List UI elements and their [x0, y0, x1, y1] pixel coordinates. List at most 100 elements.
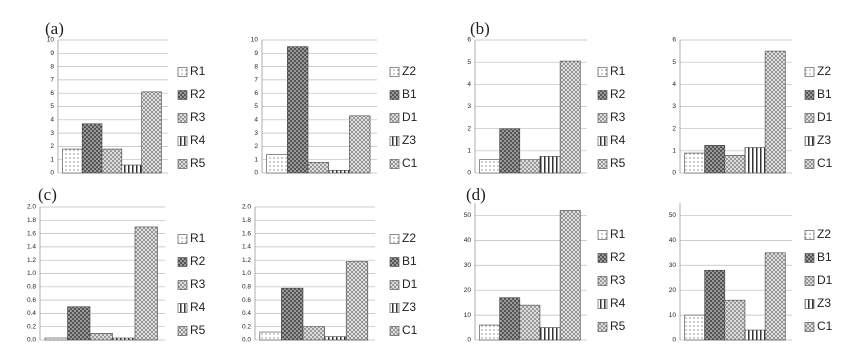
legend-label: Z2 — [817, 64, 831, 78]
legend-swatch — [177, 67, 188, 77]
y-tick-label: 0 — [672, 170, 676, 177]
legend-swatch — [597, 113, 608, 123]
bar — [744, 147, 766, 174]
legend-swatch — [389, 303, 400, 313]
legend-swatch — [389, 326, 400, 336]
legend-swatch — [389, 90, 400, 100]
y-tick-label: 2 — [254, 143, 258, 150]
legend-swatch — [177, 234, 188, 244]
legend-swatch — [597, 299, 608, 309]
legend-label: R1 — [610, 64, 626, 78]
legend-swatch — [597, 230, 608, 240]
y-tick-label: 1.4 — [242, 244, 251, 251]
bar — [101, 148, 123, 174]
y-tick-label: 0 — [467, 170, 471, 177]
y-tick-label: 10 — [464, 312, 472, 319]
bar — [744, 329, 766, 341]
y-tick-label: 3 — [467, 103, 471, 110]
y-tick-label: 2.0 — [27, 204, 36, 211]
y-tick-label: 2.0 — [242, 204, 251, 211]
y-tick-label: 3 — [50, 130, 54, 137]
bar — [724, 299, 746, 341]
y-tick-label: 8 — [50, 63, 54, 70]
legend-label: R1 — [190, 231, 206, 245]
y-tick-label: 9 — [50, 50, 54, 57]
legend-swatch — [177, 280, 188, 290]
y-tick-label: 4 — [254, 117, 258, 124]
legend-swatch — [389, 136, 400, 146]
legend-swatch — [177, 257, 188, 267]
legend-swatch — [597, 136, 608, 146]
bar — [559, 60, 581, 174]
y-tick-label: 7 — [50, 77, 54, 84]
y-tick-label: 5 — [672, 59, 676, 66]
y-tick-label: 50 — [464, 212, 472, 219]
bar — [112, 337, 136, 341]
legend-label: Z2 — [817, 227, 831, 241]
bar — [704, 144, 726, 174]
legend-swatch — [177, 326, 188, 336]
legend-label: Z2 — [402, 231, 416, 245]
legend-swatch — [389, 257, 400, 267]
bar — [266, 154, 288, 174]
legend-swatch — [804, 230, 815, 240]
legend-swatch — [804, 113, 815, 123]
legend-label: B1 — [402, 87, 417, 101]
legend-swatch — [177, 90, 188, 100]
bar — [281, 287, 304, 341]
y-tick-label: 4 — [467, 81, 471, 88]
legend-label: R5 — [610, 319, 626, 333]
y-tick-label: 7 — [254, 77, 258, 84]
legend-swatch — [804, 299, 815, 309]
y-tick-label: 40 — [464, 237, 472, 244]
legend-swatch — [597, 276, 608, 286]
y-tick-label: 6 — [467, 37, 471, 44]
bar — [349, 115, 371, 174]
y-tick-label: 0.8 — [242, 284, 251, 291]
legend-label: R1 — [190, 64, 206, 78]
legend-label: R4 — [610, 133, 626, 147]
bar — [286, 46, 309, 174]
y-tick-label: 0.0 — [242, 337, 251, 344]
legend-label: C1 — [817, 319, 833, 333]
y-tick-label: 0 — [254, 170, 258, 177]
y-tick-label: 1 — [50, 156, 54, 163]
bar — [684, 314, 705, 341]
bar — [559, 210, 581, 341]
bar — [121, 164, 142, 174]
panel-label: (b) — [470, 19, 490, 38]
legend-label: R2 — [610, 87, 626, 101]
bar — [479, 324, 500, 341]
bar — [67, 306, 91, 341]
y-tick-label: 0.4 — [27, 310, 36, 317]
legend-label: R4 — [190, 300, 206, 314]
panel-label: (a) — [45, 19, 64, 38]
y-tick-label: 1 — [254, 156, 258, 163]
legend-swatch — [804, 136, 815, 146]
bar — [479, 159, 500, 174]
legend-label: B1 — [402, 254, 417, 268]
legend-swatch — [597, 90, 608, 100]
legend-label: R2 — [190, 254, 206, 268]
legend-swatch — [804, 253, 815, 263]
legend-label: C1 — [817, 156, 833, 170]
legend-label: R3 — [610, 110, 626, 124]
legend-swatch — [597, 67, 608, 77]
legend-label: R3 — [190, 110, 206, 124]
y-tick-label: 6 — [254, 90, 258, 97]
legend-label: D1 — [817, 110, 833, 124]
bar — [499, 128, 521, 174]
y-tick-label: 1.0 — [242, 270, 251, 277]
bar — [345, 261, 369, 341]
y-tick-label: 30 — [669, 262, 677, 269]
y-tick-label: 20 — [669, 287, 677, 294]
y-tick-label: 1.2 — [242, 257, 251, 264]
legend-label: Z3 — [402, 300, 416, 314]
legend-swatch — [389, 113, 400, 123]
y-tick-label: 5 — [50, 103, 54, 110]
legend-label: R1 — [610, 227, 626, 241]
legend-label: D1 — [817, 273, 833, 287]
bar — [724, 154, 746, 174]
y-tick-label: 1.6 — [27, 230, 36, 237]
y-tick-label: 0.6 — [242, 297, 251, 304]
